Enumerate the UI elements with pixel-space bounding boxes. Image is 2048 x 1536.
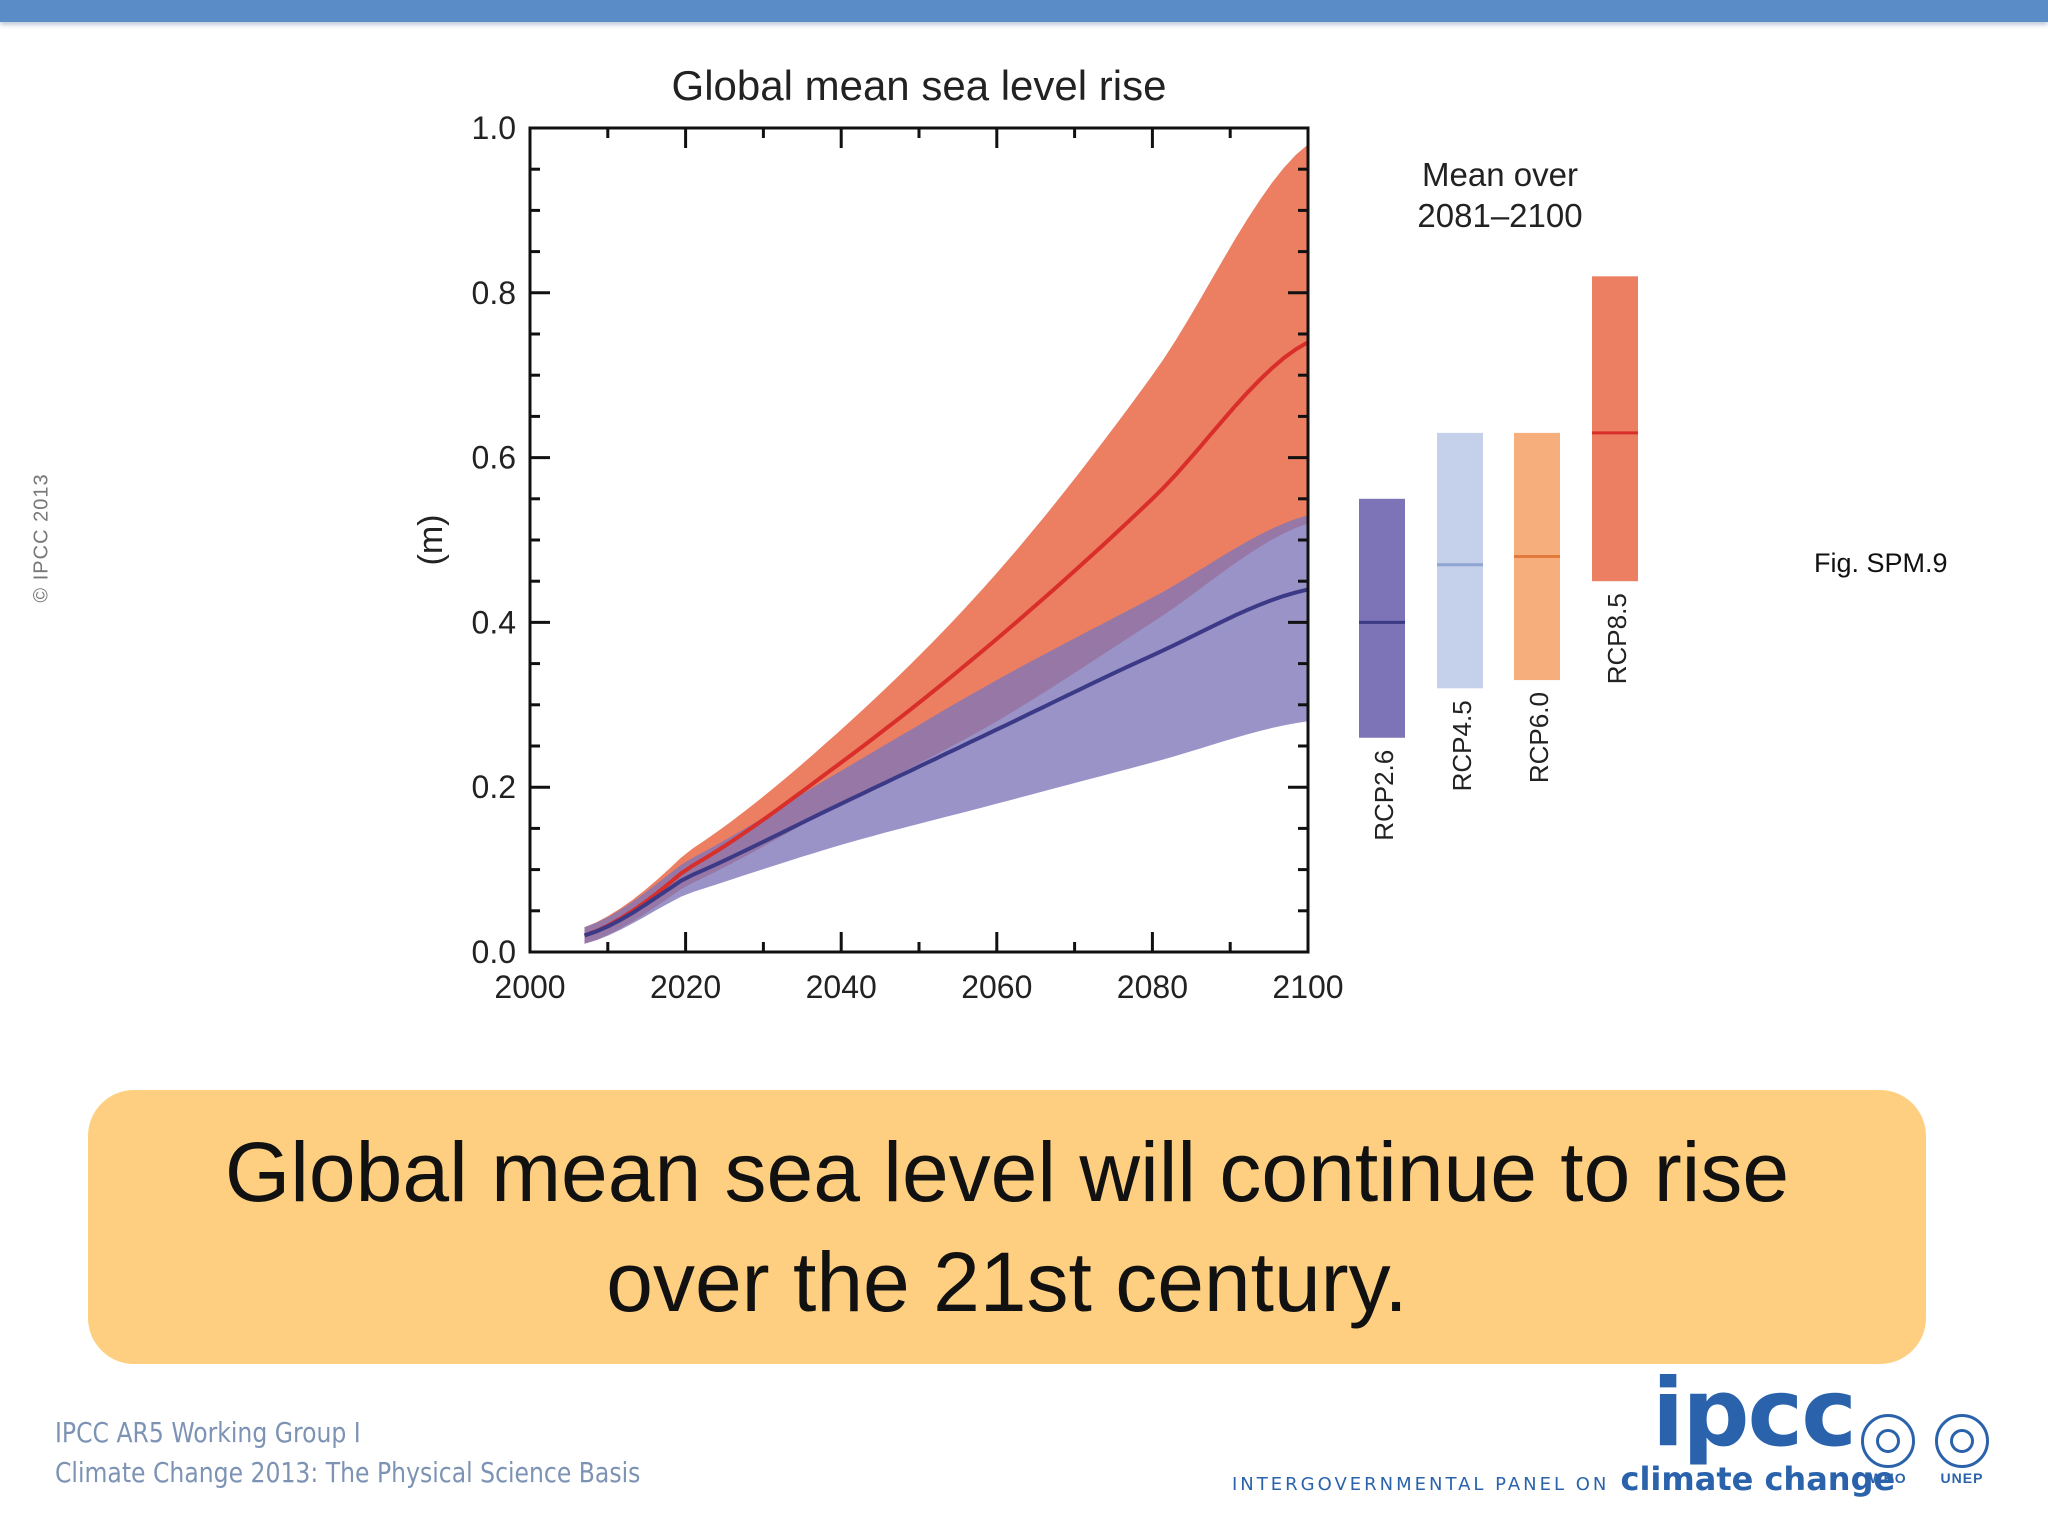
band-rcp26 [584, 515, 1308, 944]
banner-text: Global mean sea level will continue to r… [224, 1125, 1790, 1329]
mean-line-rcp26 [583, 587, 1309, 938]
sea-level-chart: Global mean sea level rise 2000 2020 2040 20… [412, 62, 1638, 1005]
inset-label-rcp85: RCP8.5 [1602, 593, 1632, 684]
who-logo: WHO [1856, 1414, 1920, 1486]
y-tick-label: 1.0 [472, 110, 516, 146]
unep-label: UNEP [1940, 1470, 1984, 1486]
inset-label-rcp45: RCP4.5 [1447, 700, 1477, 791]
inset-bar-rcp45 [1437, 432, 1483, 689]
inset-label-rcp26: RCP2.6 [1369, 750, 1399, 841]
x-tick-label: 2040 [806, 969, 877, 1005]
figure-label: Fig. SPM.9 [1814, 548, 1948, 578]
x-tick-label: 2060 [961, 969, 1032, 1005]
x-tick-label: 2100 [1272, 969, 1343, 1005]
inset-label-rcp60: RCP6.0 [1524, 692, 1554, 783]
inset-bar-rcp26 [1359, 498, 1405, 738]
summary-banner: Global mean sea level will continue to r… [88, 1090, 1926, 1364]
ipcc-logo: ipcc [1652, 1359, 1857, 1468]
inset-title-line-2: 2081–2100 [1417, 197, 1582, 234]
y-tick-label: 0.2 [472, 769, 516, 805]
x-tick-label: 2000 [494, 969, 565, 1005]
x-tick-label: 2080 [1117, 969, 1188, 1005]
unep-emblem-icon [1935, 1414, 1989, 1468]
band-rcp85 [584, 144, 1308, 944]
chart-title: Global mean sea level rise [672, 62, 1167, 109]
top-bar [0, 0, 2048, 22]
footer-line-1: IPCC AR5 Working Group I [55, 1416, 361, 1449]
who-emblem-icon [1861, 1414, 1915, 1468]
mean-line-rcp85 [583, 340, 1310, 938]
inset-bar-rcp85 [1592, 276, 1638, 582]
y-tick-label: 0.8 [472, 275, 516, 311]
unep-logo: UNEP [1930, 1414, 1994, 1486]
y-axis-label: (m) [412, 515, 450, 566]
y-tick-label: 0.4 [472, 604, 516, 640]
inset-title-line-1: Mean over [1422, 156, 1578, 193]
ipcc-subtitle-small: INTERGOVERNMENTAL PANEL ON [1232, 1474, 1610, 1495]
who-label: WHO [1869, 1470, 1907, 1486]
x-tick-label: 2020 [650, 969, 721, 1005]
y-tick-label: 0.0 [472, 934, 516, 970]
y-tick-label: 0.6 [472, 440, 516, 476]
footer-citation: IPCC AR5 Working Group I Climate Change … [55, 1413, 640, 1493]
ipcc-logo-subtitle: INTERGOVERNMENTAL PANEL ON climate chang… [1232, 1460, 1895, 1498]
ipcc-subtitle-big: climate change [1620, 1460, 1896, 1498]
footer-line-2: Climate Change 2013: The Physical Scienc… [55, 1456, 641, 1489]
